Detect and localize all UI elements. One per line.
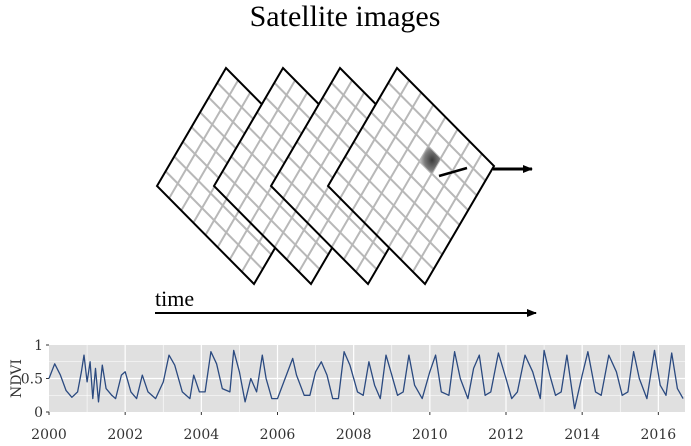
x-tick-label: 2014 xyxy=(564,427,600,443)
x-tick-label: 2010 xyxy=(412,427,448,443)
x-tick-label: 2000 xyxy=(31,427,67,443)
x-tick-label: 2012 xyxy=(488,427,524,443)
x-tick-label: 2008 xyxy=(336,427,372,443)
y-tick-label: 0.5 xyxy=(21,372,43,388)
pixel-trace-segment-4 xyxy=(438,166,468,178)
satellite-image-stack xyxy=(155,66,496,286)
ndvi-series-line xyxy=(48,349,684,410)
x-tick-label: 2002 xyxy=(107,427,143,443)
highlighted-pixel-4 xyxy=(419,146,441,174)
y-tick-label: 0 xyxy=(34,405,43,421)
y-tick-label: 1 xyxy=(34,338,43,354)
figure-title: Satellite images xyxy=(250,0,441,33)
y-axis-label: NDVI xyxy=(9,359,25,398)
x-axis-ticks: 2000 2002 2004 2006 2008 2010 2012 2014 2016 xyxy=(31,412,676,443)
x-tick-label: 2004 xyxy=(184,427,220,443)
time-label: time xyxy=(155,286,194,311)
y-axis-ticks: 00.51 xyxy=(21,338,49,421)
x-tick-label: 2016 xyxy=(641,427,677,443)
x-tick-label: 2006 xyxy=(260,427,296,443)
ndvi-chart: 00.51 2000 2002 2004 2006 2008 2010 2012 2014 20… xyxy=(9,338,685,443)
satellite-image-4 xyxy=(326,66,496,286)
